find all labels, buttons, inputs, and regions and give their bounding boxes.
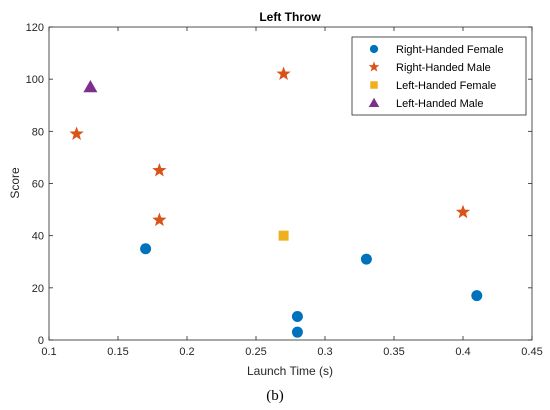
x-axis-label: Launch Time (s) <box>247 364 333 378</box>
y-tick-label: 100 <box>26 74 44 86</box>
legend-entry-label: Right-Handed Male <box>396 62 491 74</box>
point-right-handed-male <box>276 66 291 81</box>
y-axis-label: Score <box>8 167 22 199</box>
point-right-handed-male <box>69 126 84 141</box>
y-tick-label: 0 <box>38 335 44 347</box>
data-points <box>69 66 483 338</box>
legend-entry-label: Left-Handed Female <box>396 80 496 92</box>
legend-entry-label: Right-Handed Female <box>396 44 504 56</box>
x-tick-label: 0.45 <box>521 346 542 358</box>
legend-entry-label: Left-Handed Male <box>396 98 483 110</box>
x-tick-label: 0.35 <box>383 346 404 358</box>
y-tick-label: 120 <box>26 22 44 34</box>
point-right-handed-female <box>291 311 303 323</box>
x-tick-label: 0.2 <box>179 346 194 358</box>
y-tick-label: 40 <box>32 231 44 243</box>
x-tick-label: 0.3 <box>317 346 332 358</box>
x-tick-label: 0.15 <box>107 346 128 358</box>
legend-marker <box>370 81 378 89</box>
subfigure-label: (b) <box>266 388 284 404</box>
point-right-handed-female <box>140 243 152 255</box>
y-tick-label: 80 <box>32 126 44 138</box>
legend-marker <box>369 44 379 54</box>
point-right-handed-female <box>360 253 372 265</box>
legend-box <box>351 36 527 116</box>
point-right-handed-male <box>455 204 471 219</box>
chart-title: Left Throw <box>259 10 321 24</box>
legend-marker <box>368 61 380 72</box>
point-right-handed-male <box>152 212 167 227</box>
legend-marker <box>368 97 380 107</box>
x-tick-label: 0.1 <box>41 346 56 358</box>
point-right-handed-male <box>152 162 167 177</box>
x-tick-label: 0.4 <box>455 346 470 358</box>
point-left-handed-female <box>278 230 289 241</box>
point-left-handed-male <box>83 79 98 93</box>
y-tick-label: 20 <box>32 283 44 295</box>
y-tick-label: 60 <box>32 179 44 191</box>
x-tick-label: 0.25 <box>245 346 266 358</box>
point-right-handed-female <box>471 290 483 302</box>
legend: Right-Handed Female Right-Handed Male Left… <box>351 36 527 116</box>
point-right-handed-female <box>291 326 303 338</box>
